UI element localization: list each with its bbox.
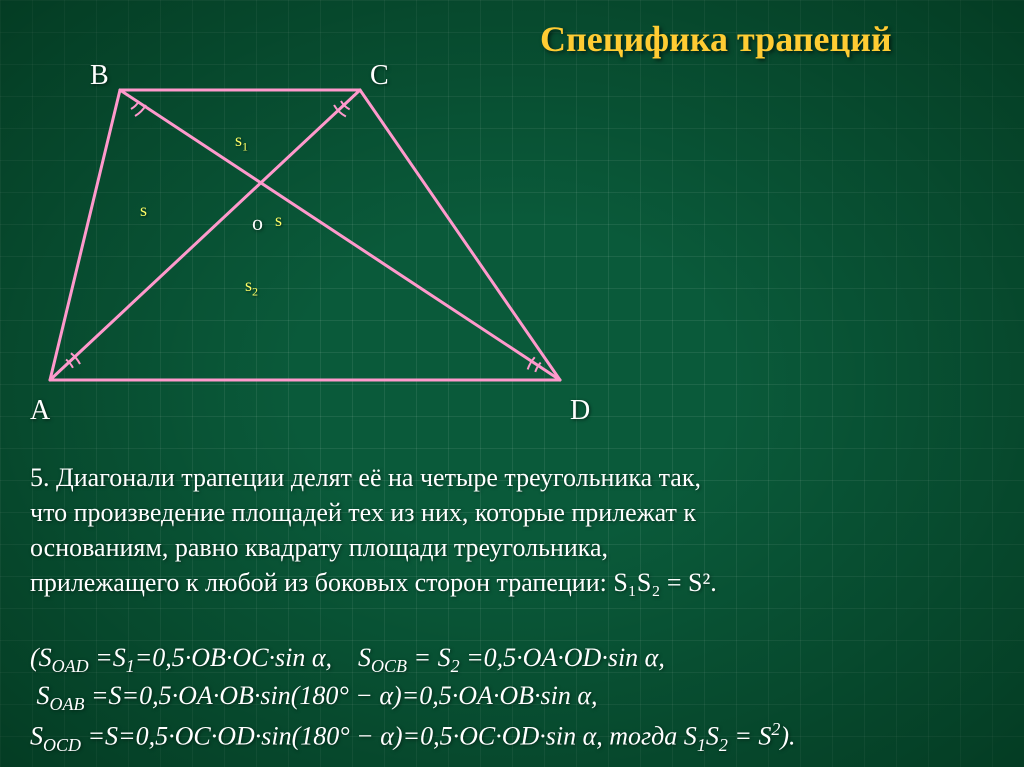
theorem-text: 5. Диагонали трапеции делят её на четыре… [30,460,1000,600]
area-label-2: s [275,210,282,231]
diagram-svg [20,50,580,430]
formula-text: (SOAD =S1=0,5·OB·OC·sin α, SOCB = S2 =0,… [30,640,1010,757]
vertex-label-B: B [90,60,109,92]
area-label-0: s1 [235,130,248,155]
vertex-label-A: A [30,395,50,427]
intersection-label: o [252,210,263,236]
slide-title: Специфика трапеций [540,18,892,60]
area-label-3: s2 [245,275,258,300]
vertex-label-C: C [370,60,389,92]
area-label-1: s [140,200,147,221]
trapezoid-diagram: ABCDo s1sss2 [20,50,580,430]
vertex-label-D: D [570,395,590,427]
